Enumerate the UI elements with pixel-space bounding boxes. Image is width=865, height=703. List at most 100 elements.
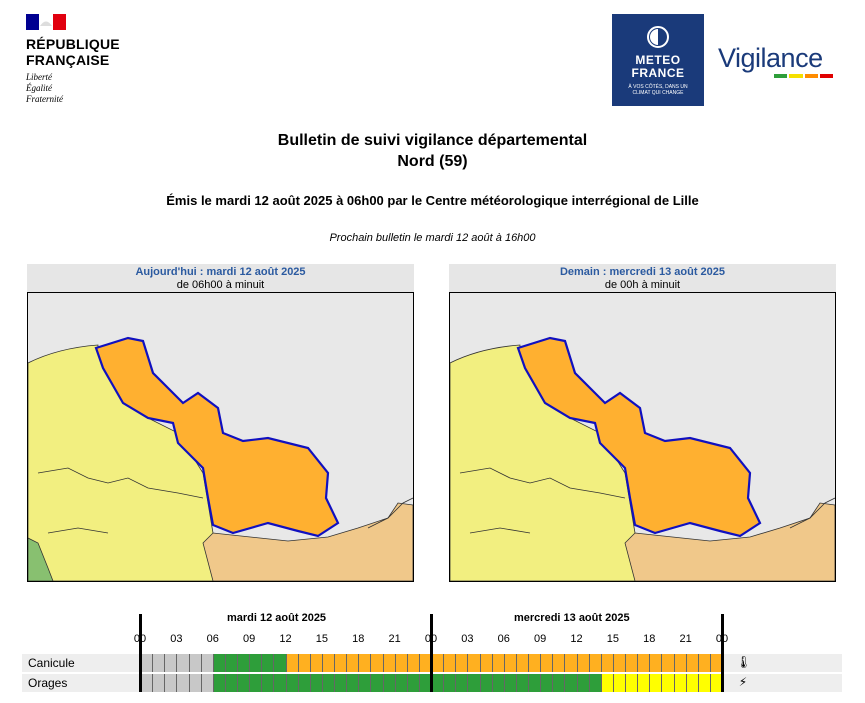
hour-tick — [261, 654, 263, 672]
hour-tick — [358, 674, 360, 692]
hour-tick — [406, 674, 408, 692]
republique-francaise-logo: RÉPUBLIQUE FRANÇAISE Liberté Égalité Fra… — [26, 14, 136, 109]
day-boundary-end — [721, 614, 724, 692]
hour-tick — [200, 674, 202, 692]
hour-tick — [176, 654, 178, 672]
hour-tick — [612, 654, 614, 672]
republic-line-1: RÉPUBLIQUE — [26, 36, 120, 52]
hour-tick — [455, 654, 457, 672]
hour-tick — [673, 654, 675, 672]
hour-tick — [334, 654, 335, 672]
hour-tick — [455, 674, 457, 692]
hour-tick — [212, 654, 214, 672]
hour-tick — [552, 674, 554, 692]
hour-tick — [273, 674, 275, 692]
republic-line-2: FRANÇAISE — [26, 52, 110, 68]
issued-line: Émis le mardi 12 août 2025 à 06h00 par l… — [166, 193, 699, 208]
day-boundary-mid — [430, 614, 433, 692]
hour-tick — [176, 674, 178, 692]
motto-egalite: Égalité — [26, 83, 52, 93]
hour-tick — [540, 654, 542, 672]
hour-label: 21 — [388, 633, 401, 645]
hour-tick — [224, 654, 226, 672]
hour-tick — [212, 674, 214, 692]
hour-tick — [528, 674, 529, 692]
bulletin-title: Bulletin de suivi vigilance départementa… — [277, 132, 588, 149]
hour-tick — [370, 674, 372, 692]
hour-label: 09 — [243, 633, 256, 645]
map-day-label: Demain : mercredi 13 août 2025 — [559, 266, 726, 278]
hour-label: 12 — [279, 633, 292, 645]
hour-tick — [564, 674, 566, 692]
hour-label: 15 — [606, 633, 619, 645]
vigilance-timeline: mardi 12 août 2025 mercredi 13 août 2025… — [22, 612, 842, 692]
hour-tick — [637, 674, 639, 692]
hour-tick — [443, 674, 445, 692]
map-panel-tomorrow: Demain : mercredi 13 août 2025 de 00h à … — [449, 264, 836, 582]
hour-tick — [564, 654, 566, 672]
map-panel-today: Aujourd'hui : mardi 12 août 2025 de 06h0… — [27, 264, 414, 582]
hour-tick — [467, 674, 469, 692]
hour-tick — [309, 674, 311, 692]
hour-tick — [297, 654, 299, 672]
hour-label: 21 — [679, 633, 692, 645]
hour-tick — [321, 674, 323, 692]
hour-label: 03 — [170, 633, 183, 645]
timeline-day-2: mercredi 13 août 2025 — [514, 612, 630, 624]
vigilance-color-bars — [774, 74, 833, 78]
hour-tick — [394, 674, 396, 692]
vigilance-logo-text: Vigilance — [718, 43, 823, 73]
hour-tick — [649, 654, 651, 672]
hour-label: 06 — [497, 633, 510, 645]
department-map — [449, 292, 836, 582]
hour-tick — [637, 654, 639, 672]
hour-tick — [152, 654, 154, 672]
map-hours-label: de 06h00 à minuit — [176, 279, 265, 291]
hour-tick — [346, 674, 348, 692]
hour-label: 15 — [315, 633, 328, 645]
next-bulletin-line: Prochain bulletin le mardi 12 août à 16h… — [329, 232, 536, 244]
meteo-france-emblem-icon — [647, 26, 669, 48]
hour-tick — [503, 674, 505, 692]
hour-tick — [491, 654, 493, 672]
meteo-tagline-2: CLIMAT QUI CHANGE — [632, 90, 684, 96]
department-map — [27, 292, 414, 582]
hour-tick — [612, 674, 614, 692]
hour-tick — [709, 674, 711, 692]
hour-tick — [697, 654, 699, 672]
hour-tick — [443, 654, 445, 672]
motto-liberte: Liberté — [26, 72, 52, 82]
hour-tick — [164, 674, 166, 692]
hour-tick — [697, 674, 699, 692]
hour-label: 06 — [206, 633, 219, 645]
hour-tick — [406, 654, 408, 672]
hour-tick — [576, 654, 578, 672]
hour-tick — [588, 674, 590, 692]
hour-tick — [285, 674, 287, 692]
map-day-label: Aujourd'hui : mardi 12 août 2025 — [135, 266, 306, 278]
day-boundary-start — [139, 614, 142, 692]
hour-tick — [491, 674, 493, 692]
lightning-icon: ⚡ — [738, 675, 748, 689]
hour-tick — [394, 654, 396, 672]
hour-tick — [237, 674, 238, 692]
hour-tick — [515, 674, 517, 692]
meteo-tagline-1: À VOS CÔTÉS, DANS UN — [628, 84, 688, 90]
hour-tick — [152, 674, 154, 692]
hour-tick — [661, 654, 663, 672]
hour-tick — [249, 674, 251, 692]
phenomenon-label-orages: Orages — [22, 674, 140, 692]
hour-tick — [661, 674, 663, 692]
hour-tick — [418, 654, 420, 672]
motto-fraternite: Fraternité — [26, 94, 63, 104]
hour-tick — [334, 674, 335, 692]
hour-tick — [237, 654, 238, 672]
marianne-flag-icon — [26, 14, 66, 30]
vigilance-logo: Vigilance — [718, 42, 833, 84]
hour-tick — [576, 674, 578, 692]
hour-tick — [224, 674, 226, 692]
thermometer-icon: 🌡 — [736, 655, 752, 669]
hour-tick — [467, 654, 469, 672]
meteo-france-logo: METEO FRANCE À VOS CÔTÉS, DANS UN CLIMAT… — [612, 14, 704, 106]
hour-tick — [685, 654, 687, 672]
